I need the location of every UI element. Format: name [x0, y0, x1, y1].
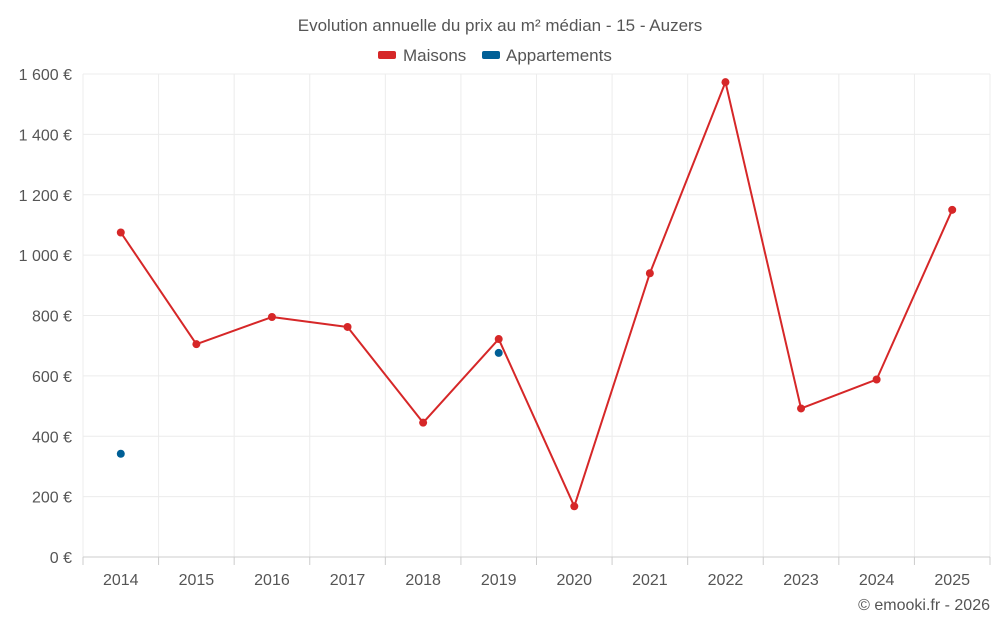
- y-tick-label: 1 400 €: [19, 127, 72, 144]
- x-tick-label: 2024: [859, 572, 895, 589]
- data-point-maisons-2018[interactable]: [419, 418, 428, 427]
- legend-item-appartements[interactable]: Appartements: [482, 46, 612, 65]
- series-appartements: [116, 348, 503, 458]
- x-tick-label: 2017: [330, 572, 366, 589]
- data-point-maisons-2014[interactable]: [116, 228, 125, 237]
- x-tick-label: 2022: [708, 572, 744, 589]
- data-point-maisons-2023[interactable]: [797, 404, 806, 413]
- legend-label-maisons: Maisons: [403, 46, 466, 65]
- data-point-maisons-2019[interactable]: [494, 335, 503, 344]
- legend-label-appartements: Appartements: [506, 46, 612, 65]
- data-point-maisons-2024[interactable]: [872, 375, 881, 384]
- chart-title: Evolution annuelle du prix au m² médian …: [298, 16, 702, 35]
- x-tick-label: 2015: [179, 572, 215, 589]
- legend-swatch-maisons: [378, 51, 396, 59]
- data-point-maisons-2025[interactable]: [948, 205, 957, 214]
- x-tick-label: 2019: [481, 572, 517, 589]
- legend-swatch-appartements: [482, 51, 500, 59]
- x-tick-label: 2025: [934, 572, 970, 589]
- series-maisons: [116, 78, 957, 511]
- y-tick-label: 800 €: [32, 309, 72, 326]
- y-tick-label: 400 €: [32, 429, 72, 446]
- x-tick-label: 2018: [405, 572, 441, 589]
- x-tick-label: 2021: [632, 572, 668, 589]
- series-layer: [116, 78, 957, 511]
- y-tick-label: 1 000 €: [19, 248, 72, 265]
- data-point-maisons-2022[interactable]: [721, 78, 730, 87]
- x-tick-label: 2023: [783, 572, 819, 589]
- y-tick-label: 1 600 €: [19, 67, 72, 84]
- x-tick-label: 2016: [254, 572, 290, 589]
- x-tick-label: 2014: [103, 572, 139, 589]
- y-tick-label: 0 €: [50, 550, 72, 567]
- axes: 0 € 200 € 400 € 600 € 800 € 1 000 € 1 200 € 1 4…: [19, 67, 991, 589]
- x-tick-label: 2020: [556, 572, 592, 589]
- y-tick-label: 600 €: [32, 369, 72, 386]
- data-point-appartements-2014[interactable]: [116, 449, 125, 458]
- legend-item-maisons[interactable]: Maisons: [378, 46, 466, 65]
- legend[interactable]: Maisons Appartements: [378, 46, 612, 65]
- data-point-maisons-2017[interactable]: [343, 322, 352, 331]
- data-point-maisons-2020[interactable]: [570, 502, 579, 511]
- data-point-appartements-2019[interactable]: [494, 348, 503, 357]
- y-tick-label: 1 200 €: [19, 188, 72, 205]
- series-line-maisons: [119, 81, 954, 508]
- data-point-maisons-2016[interactable]: [267, 313, 276, 322]
- grid: [82, 73, 991, 557]
- data-point-maisons-2021[interactable]: [645, 269, 654, 278]
- data-point-maisons-2015[interactable]: [192, 340, 201, 349]
- y-tick-label: 200 €: [32, 490, 72, 507]
- credit-text: © emooki.fr - 2026: [858, 597, 990, 614]
